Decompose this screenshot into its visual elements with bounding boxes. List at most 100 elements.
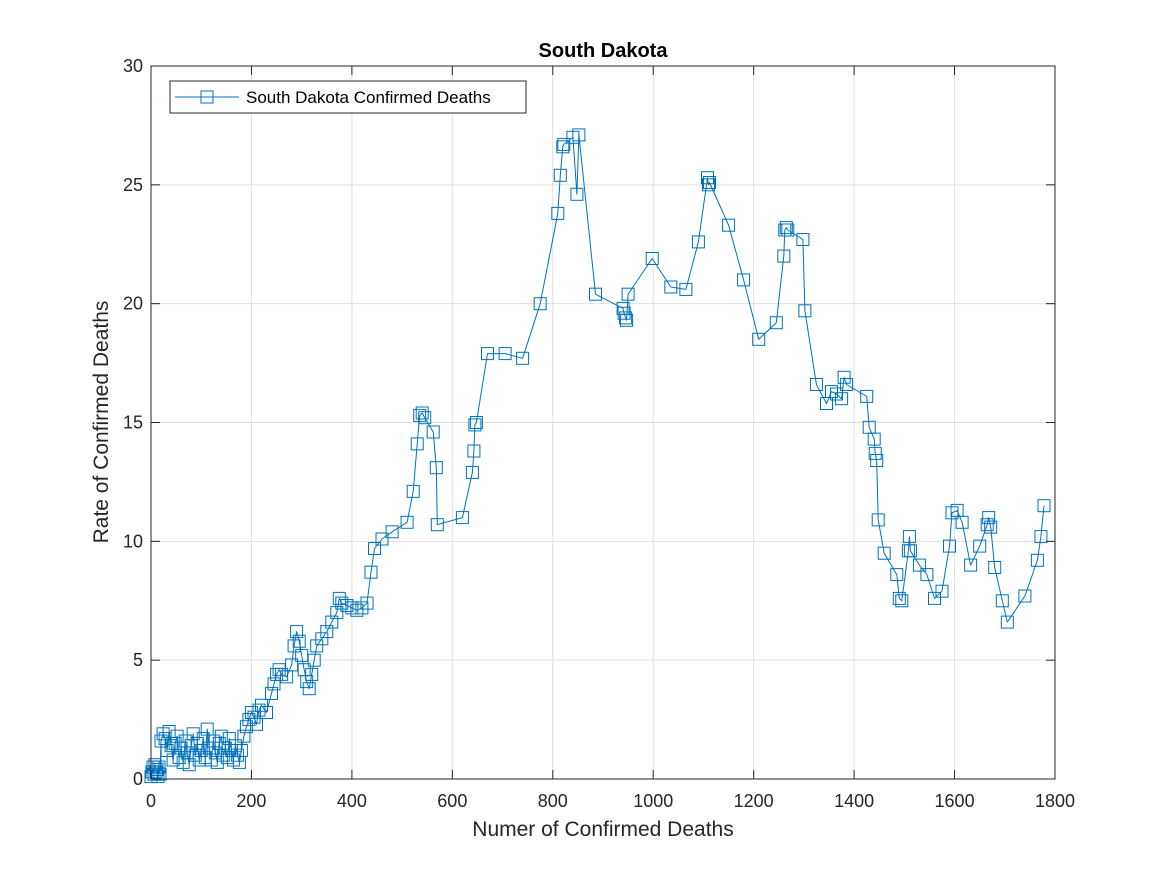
data-point-marker xyxy=(290,625,304,639)
data-point-marker xyxy=(467,444,481,458)
data-point-marker xyxy=(149,765,163,779)
data-point-marker xyxy=(410,437,424,451)
data-point-marker xyxy=(1037,499,1051,513)
x-axis-label: Numer of Confirmed Deaths xyxy=(472,818,733,841)
y-axis-label: Rate of Confirmed Deaths xyxy=(90,301,113,544)
data-point-marker xyxy=(413,408,427,422)
data-point-marker xyxy=(360,596,374,610)
data-point-marker xyxy=(325,615,339,629)
x-tick-label: 0 xyxy=(146,791,156,811)
x-tick-label: 1600 xyxy=(935,791,975,811)
data-point-marker xyxy=(664,280,678,294)
data-point-marker xyxy=(912,558,926,572)
y-tick-label: 30 xyxy=(123,56,143,76)
data-point-marker xyxy=(551,206,565,220)
data-point-marker xyxy=(250,717,263,731)
x-tick-label: 1800 xyxy=(1035,791,1075,811)
data-point-marker xyxy=(830,387,843,401)
data-point-marker xyxy=(465,465,479,479)
data-point-marker xyxy=(305,667,319,681)
data-point-marker xyxy=(619,311,633,325)
data-point-marker xyxy=(982,511,996,525)
x-tick-label: 400 xyxy=(337,791,367,811)
data-point-marker xyxy=(1000,615,1014,629)
data-point-marker xyxy=(988,561,1002,574)
data-point-marker xyxy=(984,520,998,534)
data-point-marker xyxy=(860,389,874,403)
data-point-marker xyxy=(151,770,165,784)
data-point-marker xyxy=(691,235,705,249)
data-point-marker xyxy=(837,370,851,384)
data-point-marker xyxy=(216,748,230,762)
data-point-marker xyxy=(1018,589,1032,603)
data-point-marker xyxy=(300,675,314,689)
data-point-marker xyxy=(260,706,273,719)
data-point-marker xyxy=(1034,530,1048,544)
data-point-marker xyxy=(400,515,414,529)
data-point-marker xyxy=(825,385,838,399)
x-tick-label: 1400 xyxy=(834,791,874,811)
data-point-marker xyxy=(703,176,716,189)
data-point-marker xyxy=(152,760,166,774)
data-point-marker xyxy=(320,625,334,639)
data-point-marker xyxy=(498,347,512,361)
data-point-marker xyxy=(239,720,253,734)
data-point-marker xyxy=(469,416,483,429)
legend: South Dakota Confirmed Deaths xyxy=(169,80,527,114)
data-point-marker xyxy=(809,378,823,391)
data-point-marker xyxy=(186,727,200,741)
data-point-marker xyxy=(275,667,289,681)
data-point-marker xyxy=(556,140,570,154)
data-point-marker xyxy=(995,594,1009,608)
data-point-marker xyxy=(777,249,791,263)
data-point-marker xyxy=(868,446,882,460)
data-point-marker xyxy=(302,682,316,696)
data-point-marker xyxy=(557,137,571,151)
data-point-marker xyxy=(645,252,659,265)
data-point-marker xyxy=(902,530,916,544)
data-point-marker xyxy=(364,565,378,579)
data-point-marker xyxy=(895,594,909,608)
data-point-marker xyxy=(315,632,329,646)
data-point-marker xyxy=(234,744,248,757)
data-point-marker xyxy=(1030,553,1044,567)
data-point-marker xyxy=(871,513,885,527)
data-point-marker xyxy=(430,518,444,532)
y-tick-label: 20 xyxy=(123,294,143,314)
tick-labels: 0 200 400 600 800 1000 1200 1400 1600 1800 0 5 10 15 2… xyxy=(123,56,1075,811)
data-point-marker xyxy=(835,392,849,406)
data-point-marker xyxy=(779,221,793,235)
data-point-marker xyxy=(287,639,301,653)
data-point-marker xyxy=(553,168,567,182)
data-point-marker xyxy=(935,584,949,598)
x-tick-label: 600 xyxy=(437,791,467,811)
data-point-marker xyxy=(781,223,795,237)
data-point-marker xyxy=(426,425,440,439)
data-point-marker xyxy=(335,596,349,610)
data-point-marker xyxy=(292,634,306,648)
data-point-marker xyxy=(892,591,906,605)
y-tick-label: 15 xyxy=(123,413,143,433)
data-point-marker xyxy=(796,233,810,246)
data-point-marker xyxy=(722,218,736,232)
data-point-marker xyxy=(533,297,547,311)
data-point-marker xyxy=(903,544,917,558)
data-point-marker xyxy=(230,748,244,762)
data-point-marker xyxy=(737,273,751,287)
data-point-marker xyxy=(769,316,783,330)
data-point-marker xyxy=(890,568,904,582)
data-point-marker xyxy=(418,411,432,425)
data-point-marker xyxy=(481,347,494,361)
data-point-marker xyxy=(355,601,369,615)
data-point-marker xyxy=(375,532,389,546)
series-layer xyxy=(144,128,1051,784)
y-tick-label: 5 xyxy=(133,650,143,670)
data-point-marker xyxy=(752,332,766,346)
data-point-marker xyxy=(285,658,299,672)
data-point-marker xyxy=(153,767,167,781)
data-point-marker xyxy=(945,506,959,520)
data-point-marker xyxy=(267,677,281,691)
legend-marker-icon xyxy=(200,90,214,104)
data-point-marker xyxy=(570,187,584,201)
data-point-marker xyxy=(679,282,693,296)
